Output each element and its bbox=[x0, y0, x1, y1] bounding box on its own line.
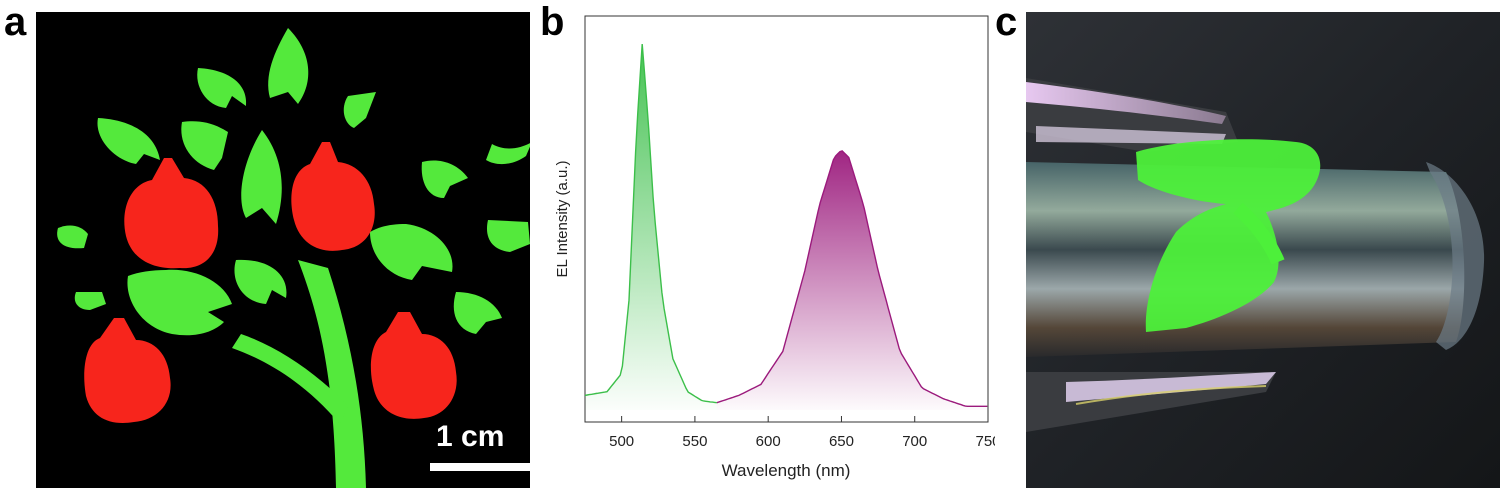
leaf bbox=[241, 130, 282, 224]
panel-c-device-photo bbox=[1026, 12, 1500, 488]
x-axis-label: Wavelength (nm) bbox=[722, 461, 851, 480]
clip-top-teeth bbox=[1036, 126, 1226, 144]
leaf bbox=[127, 269, 232, 336]
scale-bar-label: 1 cm bbox=[436, 420, 505, 453]
panel-a-tree-image: 1 cm bbox=[36, 12, 530, 488]
apple bbox=[124, 158, 219, 269]
el-spectrum-svg: 500 550 600 650 700 750 Wavelength (nm) EL In… bbox=[554, 15, 1001, 480]
leaf bbox=[486, 143, 530, 165]
panel-label-c: c bbox=[995, 0, 1018, 44]
apple bbox=[84, 318, 171, 423]
tree-trunk bbox=[298, 260, 366, 488]
cylinder-end bbox=[1426, 162, 1485, 350]
panel-label-b: b bbox=[540, 0, 565, 44]
leaf bbox=[421, 160, 468, 198]
clip-bottom-wire bbox=[1075, 385, 1267, 405]
glowing-leaf-pattern bbox=[1136, 139, 1321, 332]
panel-label-a: a bbox=[4, 0, 27, 44]
x-tick-label: 750 bbox=[975, 433, 995, 450]
glowing-stem bbox=[1233, 202, 1285, 265]
leaf bbox=[181, 121, 228, 170]
leaf bbox=[343, 92, 376, 128]
series-line-green bbox=[584, 43, 717, 404]
series-line-red bbox=[716, 150, 988, 407]
leaf bbox=[453, 292, 502, 334]
leaf bbox=[370, 224, 453, 280]
leaf bbox=[74, 292, 106, 310]
leaf bbox=[268, 28, 309, 104]
clip-top-highlight bbox=[1026, 82, 1226, 124]
panel-b-el-spectrum-chart: 500 550 600 650 700 750 Wavelength (nm) EL In… bbox=[540, 0, 1001, 492]
x-tick-label: 650 bbox=[829, 433, 854, 450]
leaf bbox=[234, 259, 287, 304]
scale-bar bbox=[430, 463, 530, 471]
leaf bbox=[197, 68, 247, 108]
x-tick-label: 600 bbox=[756, 433, 781, 450]
series-area-green bbox=[585, 44, 717, 410]
x-tick-label: 550 bbox=[682, 433, 707, 450]
device-photo-illustration bbox=[1026, 12, 1500, 488]
x-tick-label: 700 bbox=[902, 433, 927, 450]
apple bbox=[291, 142, 375, 251]
tree-illustration bbox=[57, 28, 530, 488]
x-tick-label: 500 bbox=[609, 433, 634, 450]
leaf bbox=[97, 118, 160, 164]
tree-branch bbox=[232, 334, 348, 424]
y-axis-label: EL Intensity (a.u.) bbox=[554, 160, 571, 277]
leaf bbox=[486, 220, 530, 252]
apple bbox=[370, 312, 457, 419]
clip-bottom-highlight bbox=[1066, 372, 1276, 402]
leaf bbox=[57, 225, 88, 249]
